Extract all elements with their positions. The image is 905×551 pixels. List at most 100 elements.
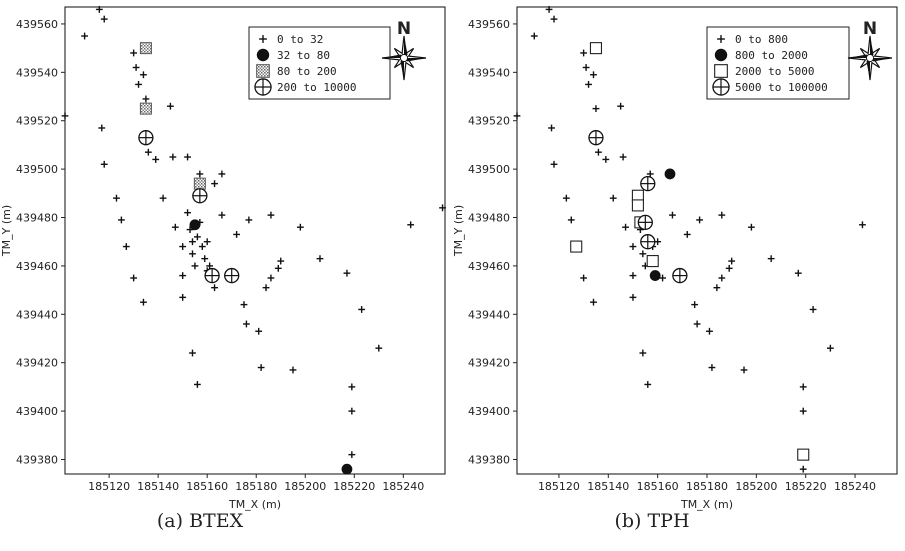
y-tick-label: 439460	[16, 260, 58, 273]
data-point-plus	[622, 223, 629, 231]
series-filled-circle	[189, 219, 353, 475]
data-point-plus	[132, 64, 140, 71]
data-point-plus	[201, 255, 209, 263]
data-point-plus	[191, 262, 199, 270]
data-point-plus	[255, 327, 263, 335]
data-point-plus	[240, 301, 248, 309]
data-point-plus	[95, 6, 103, 13]
data-point-plus	[169, 153, 177, 161]
series-crossed-circle	[588, 130, 688, 284]
data-point-open-square	[646, 255, 659, 268]
data-point-plus	[343, 269, 351, 277]
data-point-plus	[725, 264, 733, 272]
data-point-plus	[262, 284, 270, 292]
x-tick-label: 185240	[834, 480, 876, 493]
figure-caption: (b) TPH	[614, 510, 689, 532]
data-point-plus	[683, 231, 691, 238]
data-point-plus	[617, 102, 625, 110]
data-point-plus	[167, 102, 174, 110]
data-point-plus	[644, 381, 652, 388]
y-tick-label: 439480	[468, 212, 510, 225]
data-point-plus	[767, 255, 775, 263]
chart-panel-tph: 185120 185140 185160 185180 185200 185220 1852…	[452, 6, 898, 532]
data-point-plus	[140, 71, 147, 79]
y-tick-label: 439400	[468, 405, 510, 418]
data-point-plus	[245, 216, 253, 224]
x-tick-label: 185120	[538, 480, 580, 493]
series-shaded-square	[139, 42, 206, 190]
x-tick-label: 185120	[88, 480, 130, 493]
x-axis-label: TM_X (m)	[228, 498, 281, 511]
data-point-plus	[639, 349, 647, 357]
data-point-plus	[629, 272, 637, 279]
data-point-plus	[799, 383, 807, 391]
data-point-plus	[595, 148, 602, 156]
y-tick-label: 439440	[468, 308, 510, 321]
y-tick-label: 439540	[16, 66, 58, 79]
data-point-plus	[375, 344, 383, 352]
north-label: N	[863, 19, 877, 39]
data-point-crossed-circle	[588, 130, 604, 146]
legend-label: 32 to 80	[277, 49, 330, 62]
data-point-plus	[198, 243, 206, 250]
data-point-plus	[113, 194, 120, 202]
x-tick-label: 185200	[284, 480, 326, 493]
data-point-plus	[809, 306, 817, 313]
y-tick-label: 439440	[16, 308, 58, 321]
x-tick-label: 185160	[186, 480, 228, 493]
y-tick-label: 439480	[16, 212, 58, 225]
series-plus	[61, 6, 446, 459]
data-point-plus	[130, 274, 138, 282]
data-point-plus	[193, 233, 201, 241]
series-filled-circle	[649, 168, 676, 281]
data-point-crossed-circle	[204, 267, 220, 284]
data-point-plus	[706, 327, 713, 335]
legend-label: 200 to 10000	[277, 81, 356, 94]
data-point-plus	[211, 180, 218, 188]
data-point-plus	[562, 194, 570, 202]
y-axis-label: TM_Y (m)	[452, 205, 465, 257]
x-tick-label: 185160	[637, 480, 679, 493]
chart-panel-btex: 185120 185140 185160 185180 185200 185220 1852…	[0, 6, 446, 532]
data-point-plus	[567, 216, 575, 224]
data-point-plus	[274, 264, 282, 272]
data-point-plus	[122, 243, 130, 250]
data-point-plus	[550, 15, 558, 23]
y-tick-label: 439520	[16, 115, 58, 128]
y-tick-label: 439400	[16, 405, 58, 418]
data-point-plus	[728, 257, 736, 265]
data-point-plus	[144, 148, 152, 156]
x-tick-label: 185180	[686, 480, 728, 493]
legend-marker-crossed-circle	[254, 78, 272, 96]
x-tick-label: 185140	[587, 480, 629, 493]
data-point-plus	[179, 243, 187, 250]
legend-marker-plus	[259, 35, 267, 43]
data-point-plus	[348, 383, 356, 391]
legend-label: 0 to 32	[277, 33, 323, 46]
data-point-crossed-circle	[637, 214, 653, 231]
data-point-shaded-square	[193, 177, 206, 190]
data-point-plus	[61, 112, 69, 120]
data-point-plus	[193, 381, 201, 388]
y-tick-label: 439500	[468, 163, 510, 176]
data-point-plus	[117, 216, 125, 224]
data-point-crossed-circle	[192, 188, 208, 204]
y-tick-label: 439420	[468, 357, 510, 370]
data-point-shaded-square	[139, 102, 152, 115]
data-point-plus	[619, 153, 627, 161]
data-point-open-square	[589, 42, 603, 55]
data-point-plus	[602, 156, 610, 163]
data-point-plus	[582, 64, 590, 71]
y-tick-label: 439420	[16, 357, 58, 370]
y-tick-label: 439520	[468, 115, 510, 128]
data-point-plus	[358, 306, 366, 313]
data-point-plus	[859, 221, 866, 229]
data-point-plus	[184, 209, 191, 217]
legend-label: 800 to 2000	[735, 49, 808, 62]
data-point-crossed-circle	[640, 234, 656, 250]
data-point-plus	[826, 344, 834, 352]
data-point-plus	[218, 211, 226, 219]
data-point-plus	[159, 194, 167, 202]
data-point-plus	[98, 124, 106, 132]
data-point-plus	[196, 170, 204, 178]
